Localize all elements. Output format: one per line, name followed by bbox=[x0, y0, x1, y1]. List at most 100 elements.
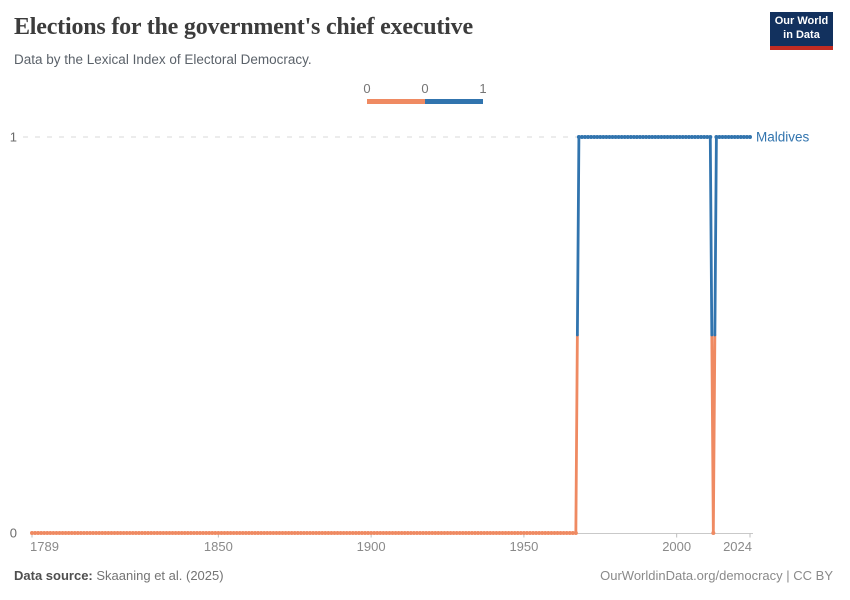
data-point bbox=[732, 135, 737, 139]
data-point bbox=[659, 135, 664, 139]
data-point bbox=[219, 531, 224, 535]
y-tick-label: 1 bbox=[10, 130, 17, 145]
data-point bbox=[460, 531, 465, 535]
data-point bbox=[69, 531, 74, 535]
data-point bbox=[234, 531, 239, 535]
data-point bbox=[100, 531, 105, 535]
data-point bbox=[249, 531, 254, 535]
data-point bbox=[433, 531, 438, 535]
data-point bbox=[253, 531, 258, 535]
data-point bbox=[616, 135, 621, 139]
data-point bbox=[84, 531, 89, 535]
data-point bbox=[359, 531, 364, 535]
data-point bbox=[466, 531, 471, 535]
data-point bbox=[262, 531, 267, 535]
data-point bbox=[625, 135, 630, 139]
data-point bbox=[335, 531, 340, 535]
data-point bbox=[598, 135, 603, 139]
data-point bbox=[683, 135, 688, 139]
entity-label[interactable]: Maldives bbox=[756, 130, 810, 145]
data-point bbox=[668, 135, 673, 139]
data-point bbox=[564, 531, 569, 535]
data-point bbox=[677, 135, 682, 139]
data-point bbox=[341, 531, 346, 535]
data-point bbox=[81, 531, 86, 535]
data-point bbox=[546, 531, 551, 535]
data-point bbox=[51, 531, 56, 535]
data-point bbox=[259, 531, 264, 535]
data-point bbox=[702, 135, 707, 139]
data-point bbox=[628, 135, 633, 139]
data-point bbox=[491, 531, 496, 535]
data-point bbox=[265, 531, 270, 535]
data-point bbox=[320, 531, 325, 535]
data-point bbox=[558, 531, 563, 535]
data-point bbox=[256, 531, 261, 535]
data-point bbox=[155, 531, 160, 535]
page-title: Elections for the government's chief exe… bbox=[14, 14, 473, 40]
data-point bbox=[521, 531, 526, 535]
data-point bbox=[222, 531, 227, 535]
data-point bbox=[451, 531, 456, 535]
data-point bbox=[78, 531, 83, 535]
data-point bbox=[369, 531, 374, 535]
data-point bbox=[326, 531, 331, 535]
legend-swatch-value1[interactable] bbox=[425, 99, 483, 104]
data-point bbox=[277, 531, 282, 535]
attribution-link[interactable]: OurWorldinData.org/democracy | CC BY bbox=[600, 568, 833, 583]
data-point bbox=[350, 531, 355, 535]
data-point bbox=[213, 531, 218, 535]
data-point bbox=[482, 531, 487, 535]
data-point bbox=[356, 531, 361, 535]
data-point bbox=[292, 531, 297, 535]
data-point bbox=[136, 531, 141, 535]
data-point bbox=[714, 135, 719, 139]
data-point bbox=[650, 135, 655, 139]
data-point bbox=[42, 531, 47, 535]
data-point bbox=[283, 531, 288, 535]
data-point bbox=[39, 531, 44, 535]
data-point bbox=[476, 531, 481, 535]
data-point bbox=[66, 531, 71, 535]
data-point bbox=[405, 531, 410, 535]
data-point bbox=[216, 531, 221, 535]
y-tick-label: 0 bbox=[10, 526, 17, 541]
data-point bbox=[30, 531, 34, 535]
data-point bbox=[592, 135, 597, 139]
data-point bbox=[185, 531, 190, 535]
data-point bbox=[696, 135, 701, 139]
data-point bbox=[604, 135, 609, 139]
x-tick-label: 2000 bbox=[662, 539, 691, 554]
data-point bbox=[304, 531, 309, 535]
data-point bbox=[454, 531, 459, 535]
data-point bbox=[518, 531, 523, 535]
x-tick-label: 1900 bbox=[357, 539, 386, 554]
data-point bbox=[631, 135, 636, 139]
data-point bbox=[506, 531, 511, 535]
data-point bbox=[191, 531, 196, 535]
owid-logo[interactable]: Our World in Data bbox=[770, 12, 833, 50]
legend-swatch-value0[interactable] bbox=[367, 99, 425, 104]
data-point bbox=[161, 531, 166, 535]
data-point bbox=[301, 531, 306, 535]
data-point bbox=[109, 531, 114, 535]
page-subtitle: Data by the Lexical Index of Electoral D… bbox=[14, 52, 312, 67]
data-point bbox=[280, 531, 285, 535]
data-point bbox=[179, 531, 184, 535]
data-point bbox=[693, 135, 698, 139]
data-point bbox=[744, 135, 749, 139]
data-point bbox=[133, 531, 138, 535]
series-maldives[interactable] bbox=[30, 135, 752, 535]
data-point bbox=[127, 531, 132, 535]
data-point bbox=[570, 531, 575, 535]
data-point bbox=[317, 531, 322, 535]
data-point bbox=[567, 531, 572, 535]
data-point bbox=[201, 531, 206, 535]
data-point bbox=[576, 135, 581, 139]
data-point bbox=[399, 531, 404, 535]
data-point bbox=[689, 135, 694, 139]
x-tick-label: 1950 bbox=[509, 539, 538, 554]
data-point bbox=[130, 531, 135, 535]
data-point bbox=[634, 135, 639, 139]
